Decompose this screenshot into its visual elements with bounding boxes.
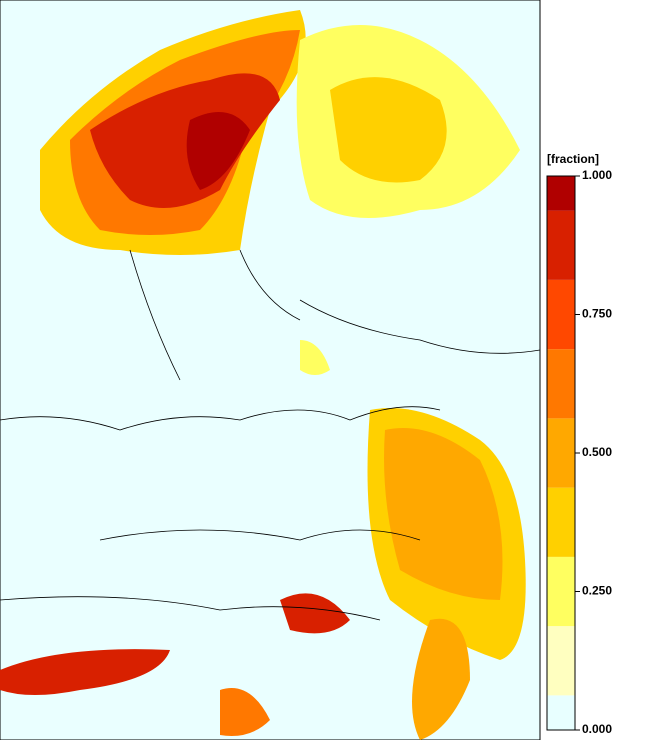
field-area (412, 618, 470, 740)
colorbar-bin (547, 626, 575, 696)
colorbar-tick-label: 0.500 (582, 445, 612, 459)
map (0, 0, 541, 741)
field-area (300, 340, 330, 375)
colorbar-tick-label: 0.250 (582, 584, 612, 598)
field-area (330, 77, 447, 183)
colorbar-tick-label: 1.000 (582, 168, 612, 182)
colorbar-bin (547, 210, 575, 280)
colorbar-bin (547, 418, 575, 488)
field-area (384, 428, 503, 600)
colorbar-bin (547, 176, 575, 211)
field-area (90, 73, 280, 208)
field-area (0, 649, 170, 695)
colorbar-bin (547, 487, 575, 557)
colorbar-bin (547, 556, 575, 627)
colorbar-unit: [fraction] (547, 152, 599, 166)
colorbar-tick-label: 0.750 (582, 307, 612, 321)
colorbar-bin (547, 349, 575, 419)
colorbar-tick-label: 0.000 (582, 722, 612, 736)
field-area (280, 593, 350, 634)
field-area (186, 112, 250, 190)
border-line (0, 249, 541, 621)
colorbar-bin (547, 695, 575, 730)
field-area (220, 688, 270, 736)
colorbar: [fraction] 1.000 0.750 0.500 0.250 0.000 (546, 152, 612, 736)
colorbar-bin (547, 279, 575, 350)
